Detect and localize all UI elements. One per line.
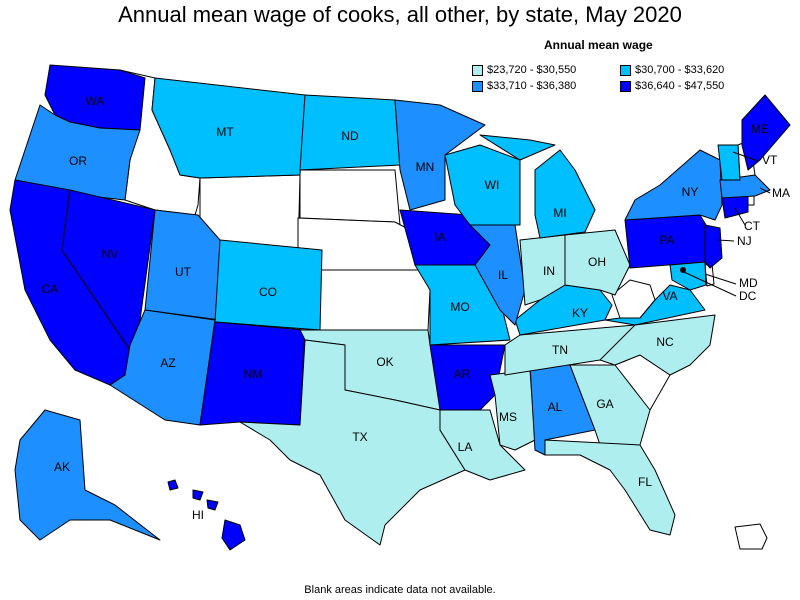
- state-ct: [721, 195, 749, 219]
- state-ak: [14, 409, 161, 541]
- label-al: AL: [548, 400, 563, 414]
- legend-swatch: [620, 80, 631, 92]
- state-or: [14, 104, 141, 201]
- label-mo: MO: [450, 300, 469, 314]
- legend-item: $30,700 - $33,620: [620, 64, 724, 76]
- legend-swatch: [472, 80, 483, 92]
- state-md: [669, 261, 707, 291]
- legend-label: $33,710 - $36,380: [487, 80, 577, 92]
- dc-marker: [680, 267, 686, 273]
- label-nd: ND: [341, 129, 359, 143]
- state-va: [604, 284, 706, 326]
- state-mn: [394, 99, 486, 211]
- state-il: [469, 224, 526, 326]
- state-wi: [444, 144, 521, 226]
- leader-nj: [717, 239, 735, 242]
- state-vt: [717, 144, 741, 181]
- label-mt: MT: [216, 125, 234, 139]
- label-wa: WA: [86, 94, 105, 108]
- leader-ma: [759, 187, 771, 194]
- state-nj: [704, 224, 723, 269]
- label-ga: GA: [596, 397, 613, 411]
- label-vt: VT: [762, 153, 778, 167]
- state-ny: [624, 149, 723, 221]
- legend-label: $23,720 - $30,550: [487, 64, 577, 76]
- label-nv: NV: [102, 247, 119, 261]
- state-nc: [599, 314, 716, 376]
- state-ri: [747, 195, 755, 206]
- label-nm: NM: [244, 367, 263, 381]
- label-ma: MA: [772, 186, 790, 200]
- label-va: VA: [662, 289, 677, 303]
- state-hi-3: [206, 499, 219, 511]
- state-la: [439, 409, 526, 481]
- label-ar: AR: [454, 367, 471, 381]
- label-fl: FL: [638, 475, 652, 489]
- label-ca: CA: [42, 282, 59, 296]
- state-me: [741, 94, 791, 171]
- legend-label: $30,700 - $33,620: [635, 64, 725, 76]
- label-co: CO: [259, 285, 277, 299]
- label-ak: AK: [54, 460, 70, 474]
- label-ok: OK: [376, 355, 393, 369]
- state-oh: [564, 229, 631, 296]
- state-hi-4: [221, 519, 246, 551]
- legend-item: $23,720 - $30,550: [472, 64, 576, 76]
- label-ny: NY: [682, 185, 699, 199]
- label-ms: MS: [499, 410, 517, 424]
- label-dc: DC: [739, 289, 757, 303]
- legend-swatch: [620, 64, 631, 76]
- state-mi: [534, 149, 596, 239]
- label-oh: OH: [588, 255, 606, 269]
- legend-title: Annual mean wage: [544, 38, 653, 52]
- label-az: AZ: [160, 356, 175, 370]
- leader-ct: [734, 207, 746, 226]
- legend-label: $36,640 - $47,550: [635, 80, 725, 92]
- label-me: ME: [751, 122, 769, 136]
- label-in: IN: [543, 264, 555, 278]
- map-title: Annual mean wage of cooks, all other, by…: [118, 2, 682, 27]
- leader-dc: [683, 271, 737, 297]
- label-tn: TN: [552, 343, 568, 357]
- state-sd: [299, 169, 401, 226]
- label-nj: NJ: [737, 234, 752, 248]
- legend-swatch: [472, 64, 483, 76]
- state-tx: [239, 339, 466, 546]
- leader-md: [704, 273, 737, 285]
- state-pr: [734, 523, 768, 550]
- label-pa: PA: [659, 233, 674, 247]
- label-mn: MN: [416, 160, 435, 174]
- leader-vt: [732, 151, 759, 162]
- state-ks: [319, 269, 431, 331]
- legend-item: $33,710 - $36,380: [472, 80, 576, 92]
- label-wi: WI: [485, 178, 500, 192]
- label-il: IL: [498, 268, 508, 282]
- label-or: OR: [69, 154, 87, 168]
- legend-item: $36,640 - $47,550: [620, 80, 724, 92]
- label-la: LA: [458, 440, 473, 454]
- label-hi: HI: [192, 508, 204, 522]
- state-hi-1: [167, 479, 179, 491]
- state-ma: [719, 174, 771, 199]
- label-nc: NC: [656, 335, 674, 349]
- label-ct: CT: [744, 219, 761, 233]
- state-hi-2: [192, 489, 204, 501]
- state-mi-up: [479, 134, 556, 161]
- label-ut: UT: [175, 265, 192, 279]
- label-mi: MI: [553, 206, 566, 220]
- label-ia: IA: [434, 230, 445, 244]
- footnote: Blank areas indicate data not available.: [304, 584, 496, 596]
- label-tx: TX: [352, 430, 367, 444]
- state-fl: [544, 439, 676, 536]
- label-ky: KY: [572, 306, 588, 320]
- label-md: MD: [739, 276, 758, 290]
